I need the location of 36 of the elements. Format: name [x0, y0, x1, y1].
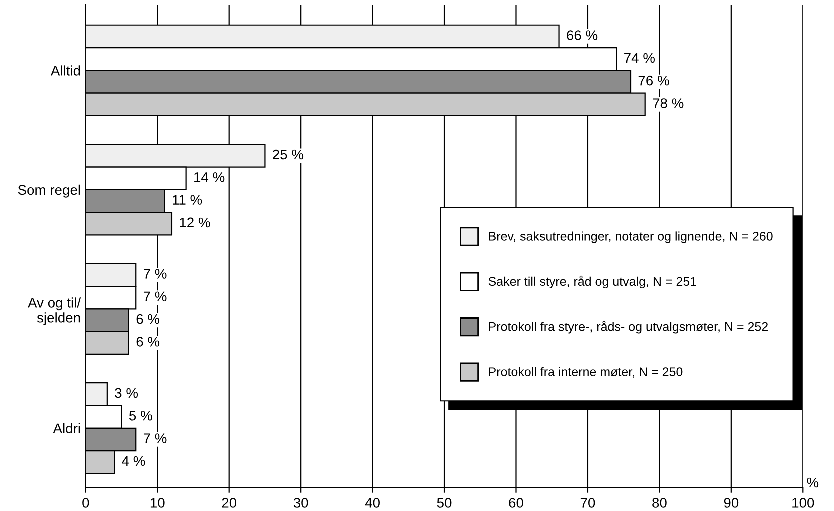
data-label: 66 % — [567, 30, 598, 40]
data-label: 14 % — [194, 172, 225, 182]
data-label: 7 % — [144, 269, 167, 279]
x-tick-label: 80 — [652, 498, 667, 508]
legend-label: Brev, saksutredninger, notater og lignende, N = 260 — [489, 232, 773, 244]
data-label: 6 % — [136, 314, 160, 324]
data-label: 12 % — [180, 218, 210, 228]
x-tick-label: 60 — [509, 498, 524, 508]
x-tick-label: 10 — [150, 498, 165, 508]
data-label: 25 % — [273, 150, 304, 160]
y-tick-label: Som regel — [18, 184, 80, 198]
legend-label: Protokoll fra interne møter, N = 250 — [489, 367, 683, 378]
x-tick-label: 0 — [82, 498, 90, 508]
data-label: 6 % — [136, 337, 160, 347]
data-label: 11 % — [173, 195, 202, 205]
data-label: 76 % — [638, 76, 670, 86]
y-tick-label: Av og til/ sjelden — [28, 298, 82, 326]
data-label: 5 % — [129, 411, 152, 421]
y-tick-label: Aldri — [53, 423, 80, 434]
x-tick-label: 90 — [724, 498, 739, 508]
x-tick-label: 70 — [580, 498, 596, 508]
data-label: 7 % — [144, 292, 167, 302]
data-label: 3 % — [115, 388, 138, 398]
legend-label: Saker till styre, råd og utvalg, N = 251 — [488, 276, 696, 289]
x-tick-label: 100 — [792, 498, 814, 508]
data-label: 78 % — [653, 98, 684, 108]
data-label: 7 % — [144, 434, 167, 444]
data-label: 74 % — [624, 53, 655, 64]
legend-label: Protokoll fra styre-, råds- og utvalgsmøter, N = 252 — [489, 321, 768, 334]
x-tick-label: 20 — [222, 498, 237, 508]
x-tick-label: 50 — [437, 498, 452, 508]
y-tick-label: Alltid — [50, 66, 80, 76]
x-axis-title: % — [807, 478, 819, 488]
x-tick-label: 40 — [365, 498, 380, 508]
data-label: 4 % — [122, 456, 146, 466]
x-tick-label: 30 — [294, 498, 308, 508]
